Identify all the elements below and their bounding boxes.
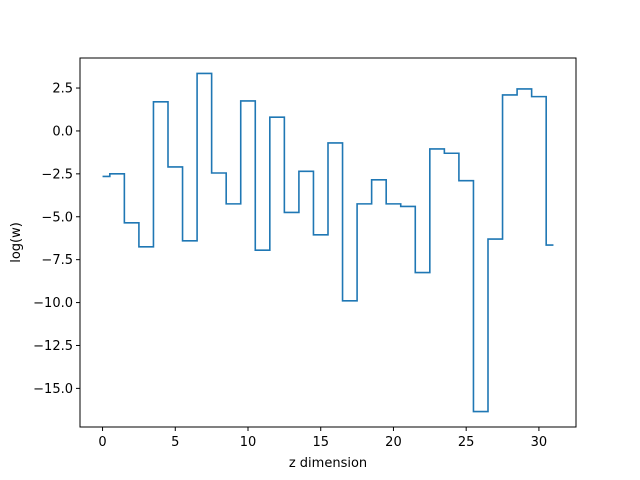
x-axis-label: z dimension <box>289 456 367 471</box>
y-tick-label: −2.5 <box>41 167 73 182</box>
y-tick-label: 2.5 <box>52 82 73 97</box>
x-tick-label: 5 <box>171 435 179 450</box>
y-tick-label: −10.0 <box>33 296 73 311</box>
y-tick-label: −7.5 <box>41 253 73 268</box>
x-tick-label: 30 <box>531 435 548 450</box>
y-tick-label: −12.5 <box>33 339 73 354</box>
y-axis-ticks: 2.5 0.0 −2.5 −5.0 −7.5 −10.0 −12.5 −15.0 <box>33 82 80 397</box>
x-tick-label: 10 <box>240 435 257 450</box>
series-step-line <box>102 72 554 413</box>
y-axis-label: log(w) <box>9 222 24 263</box>
y-tick-label: 0.0 <box>52 124 73 139</box>
x-tick-label: 0 <box>98 435 106 450</box>
y-tick-label: −15.0 <box>33 382 73 397</box>
plot-area <box>102 72 554 413</box>
x-tick-label: 20 <box>385 435 402 450</box>
y-tick-label: −5.0 <box>41 210 73 225</box>
x-tick-label: 15 <box>312 435 329 450</box>
axes-frame <box>79 57 577 428</box>
x-axis-ticks: 0 5 10 15 20 25 30 <box>98 427 547 450</box>
x-tick-label: 25 <box>458 435 475 450</box>
